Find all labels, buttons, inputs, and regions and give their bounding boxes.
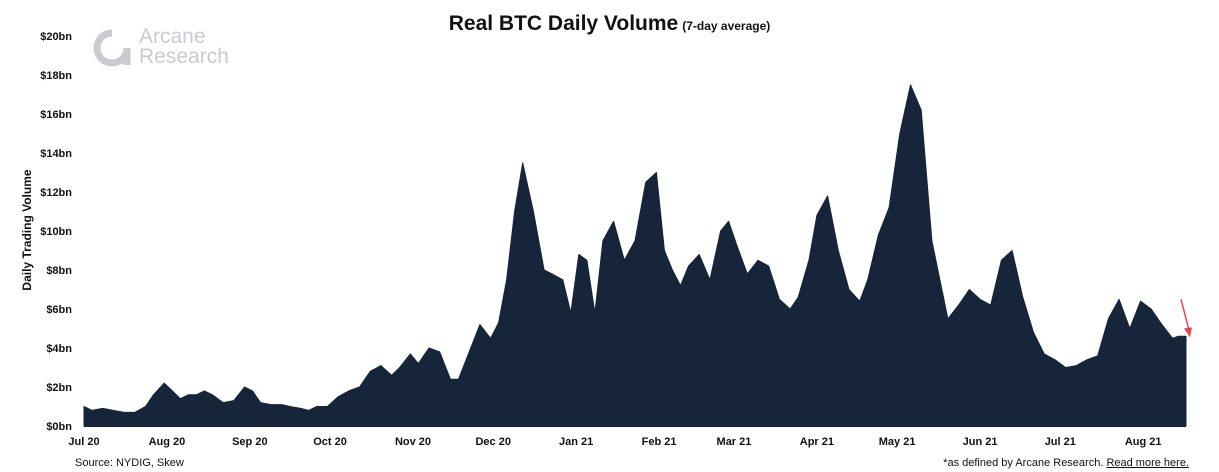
x-tick-label: Apr 21 <box>800 436 834 448</box>
y-tick-label: $4bn <box>46 343 72 355</box>
x-tick-label: Aug 20 <box>149 436 186 448</box>
x-tick-label: Dec 20 <box>475 436 510 448</box>
footnote-text: *as defined by Arcane Research. <box>943 457 1104 469</box>
y-axis: $0bn $2bn $4bn $6bn $8bn $10bn $12bn $14bn $16bn… <box>40 31 72 433</box>
x-tick-label: Jan 21 <box>559 436 593 448</box>
y-tick-label: $16bn <box>40 109 72 121</box>
y-tick-label: $10bn <box>40 226 72 238</box>
volume-area <box>83 84 1187 427</box>
y-tick-label: $2bn <box>46 382 72 394</box>
x-tick-label: Jun 21 <box>963 436 998 448</box>
x-tick-label: Nov 20 <box>395 436 431 448</box>
logo-text: Arcane Research <box>139 25 229 68</box>
area-layer <box>83 84 1187 427</box>
trend-arrow-line <box>1180 299 1190 331</box>
y-tick-label: $12bn <box>40 187 72 199</box>
x-tick-label: Sep 20 <box>232 436 267 448</box>
footnote: *as defined by Arcane Research. Read mor… <box>943 457 1189 469</box>
y-tick-label: $6bn <box>46 304 72 316</box>
y-tick-label: $8bn <box>46 265 72 277</box>
x-tick-label: Feb 21 <box>642 436 677 448</box>
read-more-link[interactable]: Read more here. <box>1106 457 1189 469</box>
chart-subtitle: (7-day average) <box>682 19 771 33</box>
y-tick-label: $18bn <box>40 70 72 82</box>
y-axis-label: Daily Trading Volume <box>20 169 34 291</box>
logo-line-1: Arcane <box>139 25 206 48</box>
y-tick-label: $14bn <box>40 148 72 160</box>
y-tick-label: $20bn <box>40 31 72 43</box>
chart-title: Real BTC Daily Volume <box>448 12 679 35</box>
arcane-logo-icon <box>93 29 131 67</box>
arcane-research-logo: Arcane Research <box>93 25 243 69</box>
x-tick-label: Oct 20 <box>313 436 347 448</box>
y-tick-label: $0bn <box>46 421 72 433</box>
x-tick-label: Jul 20 <box>68 436 99 448</box>
annotation-layer <box>1180 299 1192 338</box>
x-tick-label: Jul 21 <box>1045 436 1076 448</box>
x-tick-label: Mar 21 <box>717 436 752 448</box>
source-note: Source: NYDIG, Skew <box>75 457 184 469</box>
logo-line-2: Research <box>139 45 229 68</box>
x-tick-label: Aug 21 <box>1125 436 1162 448</box>
x-axis: Jul 20 Aug 20 Sep 20 Oct 20 Nov 20 Dec 20 Jan … <box>68 426 1186 448</box>
chart-title-block: Real BTC Daily Volume (7-day average) <box>0 12 1219 36</box>
trend-arrow-head <box>1184 327 1192 338</box>
x-tick-label: May 21 <box>879 436 916 448</box>
